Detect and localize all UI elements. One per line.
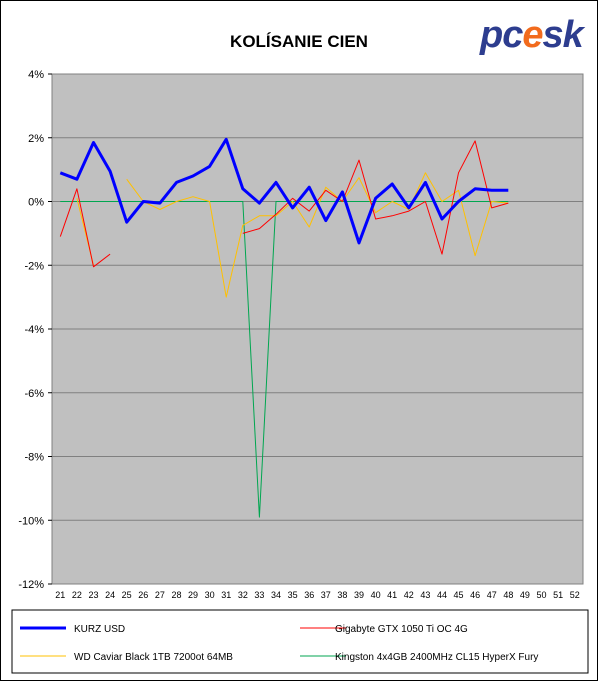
x-tick-label: 36 <box>304 590 314 600</box>
x-tick-label: 41 <box>387 590 397 600</box>
x-tick-label: 45 <box>454 590 464 600</box>
y-tick-label: 0% <box>28 197 44 209</box>
legend-label: KURZ USD <box>74 624 125 635</box>
legend-label: WD Caviar Black 1TB 7200ot 64MB <box>74 652 233 663</box>
x-tick-label: 44 <box>437 590 447 600</box>
x-tick-label: 24 <box>105 590 115 600</box>
y-tick-label: -10% <box>18 515 44 527</box>
x-tick-label: 37 <box>321 590 331 600</box>
x-tick-label: 26 <box>138 590 148 600</box>
series-line <box>59 137 509 245</box>
x-tick-label: 47 <box>487 590 497 600</box>
x-tick-label: 34 <box>271 590 281 600</box>
y-tick-label: -2% <box>24 260 44 272</box>
x-tick-label: 30 <box>205 590 215 600</box>
legend-label: Kingston 4x4GB 2400MHz CL15 HyperX Fury <box>335 652 538 663</box>
legend-label: Gigabyte GTX 1050 Ti OC 4G <box>335 624 468 635</box>
pcesk-logo: pcesk <box>480 14 584 56</box>
series-line <box>59 140 509 268</box>
x-tick-label: 21 <box>55 590 65 600</box>
x-tick-label: 51 <box>553 590 563 600</box>
y-tick-label: -6% <box>24 388 44 400</box>
y-tick-label: -4% <box>24 324 44 336</box>
x-tick-label: 27 <box>155 590 165 600</box>
x-tick-label: 46 <box>470 590 480 600</box>
x-tick-label: 32 <box>238 590 248 600</box>
x-tick-label: 22 <box>72 590 82 600</box>
x-tick-label: 40 <box>371 590 381 600</box>
x-tick-label: 33 <box>254 590 264 600</box>
y-tick-label: 4% <box>28 69 44 81</box>
x-tick-label: 25 <box>122 590 132 600</box>
y-tick-label: -12% <box>18 579 44 591</box>
x-tick-label: 29 <box>188 590 198 600</box>
chart-title: KOLÍSANIE CIEN <box>230 32 368 51</box>
y-tick-label: -8% <box>24 452 44 464</box>
legend-box <box>11 609 589 674</box>
x-tick-label: 42 <box>404 590 414 600</box>
x-tick-label: 35 <box>288 590 298 600</box>
x-tick-label: 49 <box>520 590 530 600</box>
x-tick-label: 48 <box>503 590 513 600</box>
x-tick-label: 31 <box>221 590 231 600</box>
x-tick-label: 50 <box>537 590 547 600</box>
x-tick-label: 28 <box>171 590 181 600</box>
x-tick-label: 43 <box>420 590 430 600</box>
x-tick-label: 38 <box>337 590 347 600</box>
x-tick-label: 52 <box>570 590 580 600</box>
x-tick-label: 39 <box>354 590 364 600</box>
y-tick-label: 2% <box>28 133 44 145</box>
x-tick-label: 23 <box>88 590 98 600</box>
